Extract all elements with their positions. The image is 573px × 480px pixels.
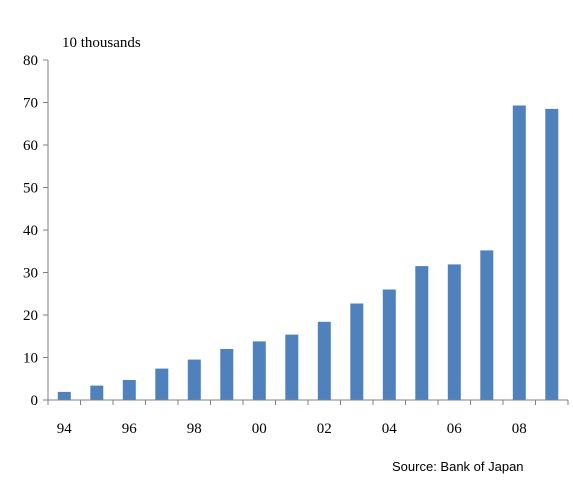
bar-99	[220, 349, 234, 400]
bar-07	[480, 250, 494, 400]
source-note: Source: Bank of Japan	[392, 459, 524, 474]
y-tick-label: 30	[23, 266, 38, 282]
y-axis: 0 10 20 30 40 50 60 70 80	[23, 53, 49, 409]
x-tick-label: 98	[187, 421, 202, 437]
x-tick-label: 02	[317, 421, 332, 437]
bar-05	[415, 266, 429, 400]
bar-03	[350, 303, 364, 400]
bar-08	[512, 105, 526, 400]
x-tick-label: 06	[447, 421, 463, 437]
y-tick-label: 80	[23, 53, 38, 69]
y-tick-label: 60	[23, 138, 38, 154]
bar-09	[545, 108, 559, 401]
y-tick-label: 20	[23, 308, 38, 324]
bar-00	[252, 341, 266, 400]
bar-series	[57, 105, 559, 401]
y-tick-label: 10	[23, 351, 38, 367]
y-axis-unit-label: 10 thousands	[62, 35, 141, 51]
bar-97	[155, 368, 169, 400]
x-tick-label: 04	[382, 421, 398, 437]
x-tick-label: 94	[57, 421, 73, 437]
bar-02	[317, 321, 331, 400]
y-tick-label: 70	[23, 96, 38, 112]
bar-98	[187, 359, 201, 400]
x-tick-label: 08	[512, 421, 527, 437]
x-tick-label: 96	[122, 421, 138, 437]
bar-96	[122, 380, 136, 400]
x-axis: 94 96 98 00 02 04 06 08	[47, 399, 569, 437]
y-tick-label: 50	[23, 181, 38, 197]
bar-04	[382, 289, 396, 400]
y-tick-label: 0	[31, 393, 39, 409]
x-tick-label: 00	[252, 421, 267, 437]
bar-95	[90, 385, 104, 400]
bar-01	[285, 334, 299, 400]
y-tick-label: 40	[23, 223, 38, 239]
bar-94	[57, 391, 71, 400]
bar-06	[447, 264, 461, 400]
